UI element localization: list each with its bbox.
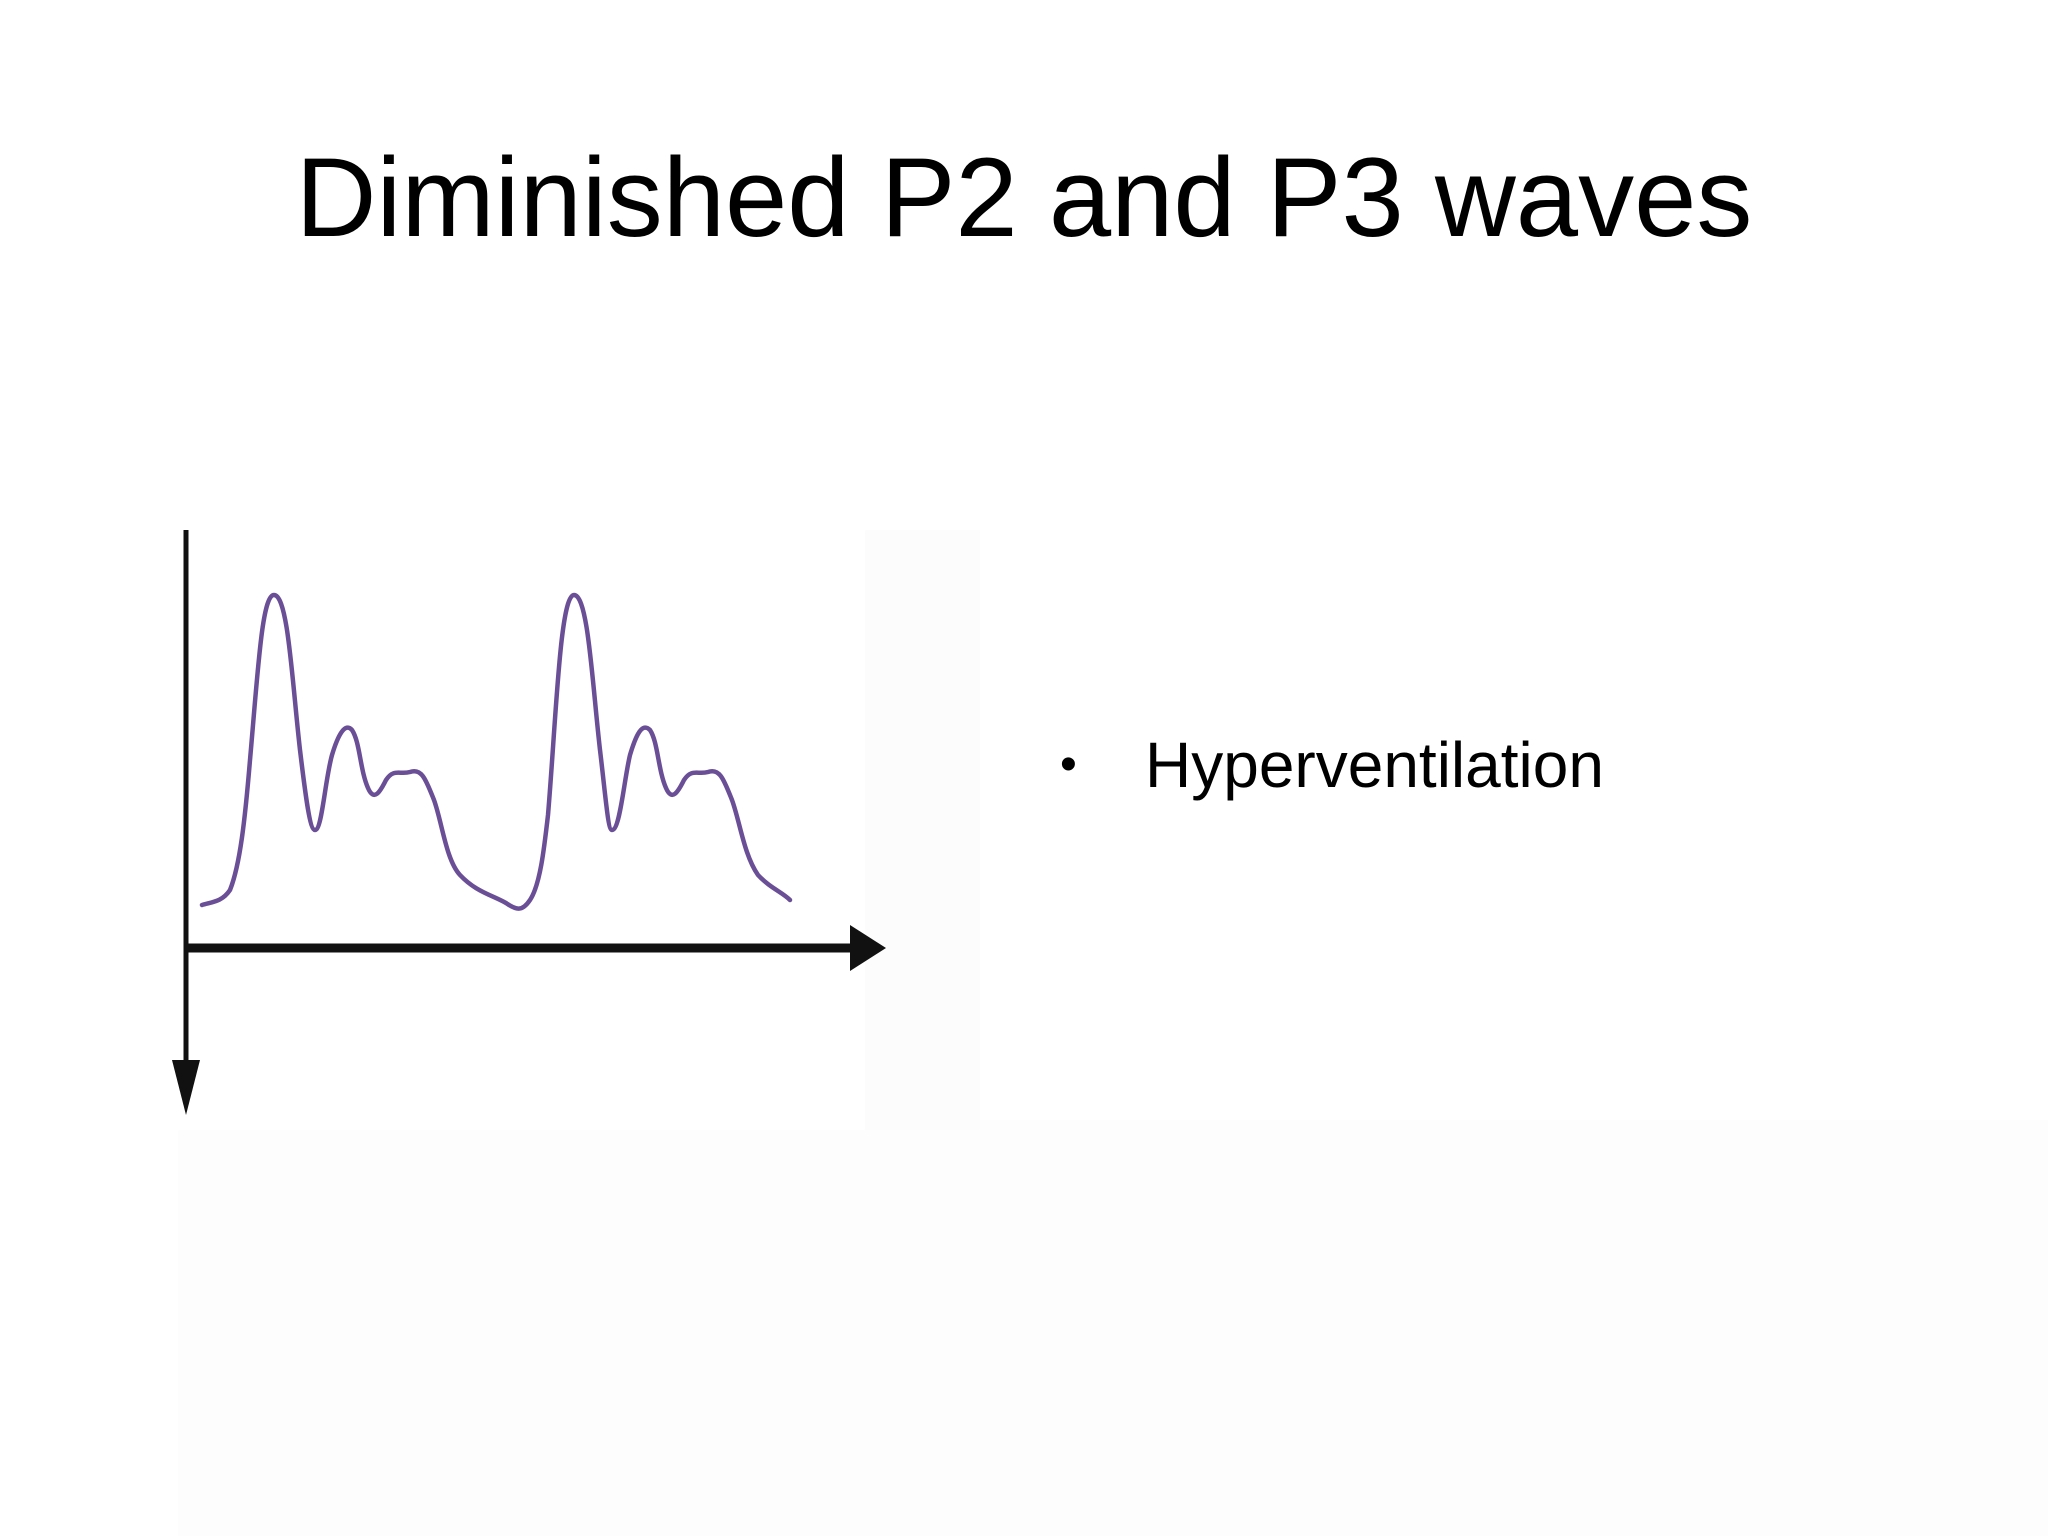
slide-title: Diminished P2 and P3 waves: [295, 135, 1753, 260]
pulse-waveform-figure: [172, 530, 886, 1115]
bullet-text: Hyperventilation: [1145, 729, 1604, 801]
bullet-marker: •: [1060, 738, 1077, 791]
bullet-item: • Hyperventilation: [1060, 720, 1604, 810]
figure-background-edge: [865, 530, 980, 1130]
waveform-line: [199, 592, 793, 911]
figure-background: [178, 1120, 2048, 1536]
bullet-list: • Hyperventilation: [1060, 720, 1604, 810]
horizontal-axis-arrowhead: [850, 925, 886, 971]
vertical-axis-arrowhead: [172, 1060, 200, 1115]
